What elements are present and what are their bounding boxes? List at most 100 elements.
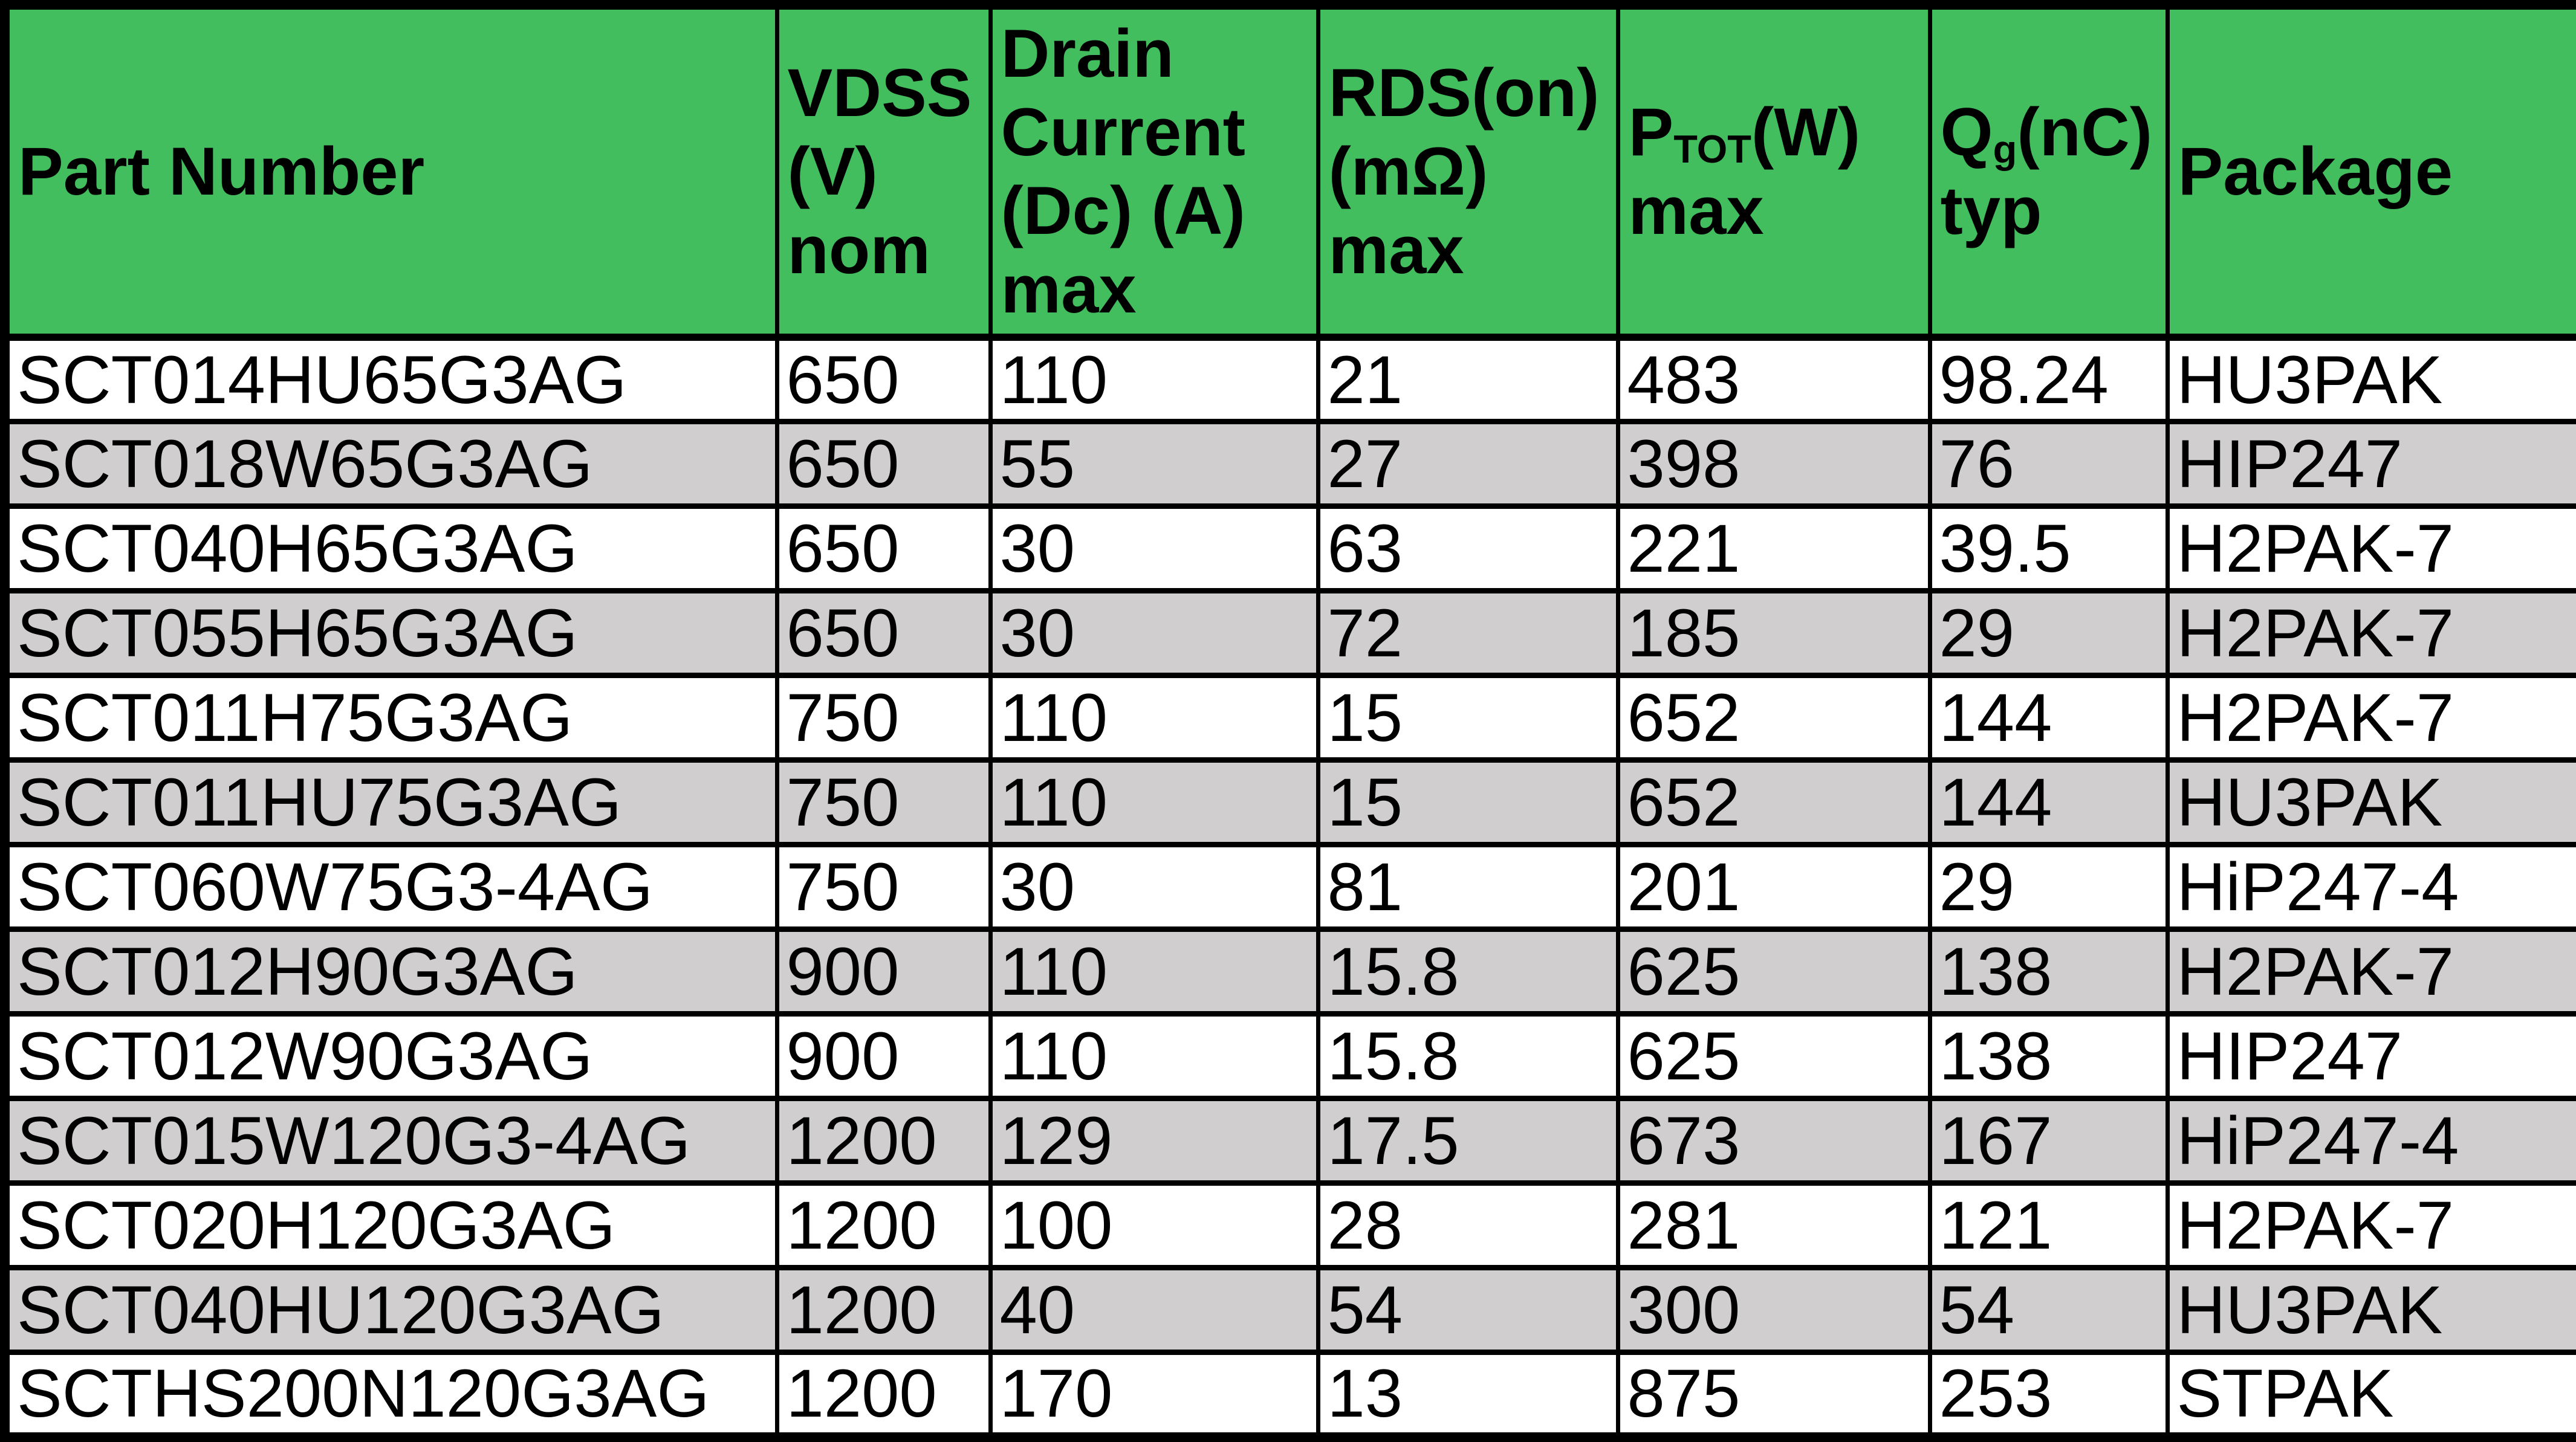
header-text: (mΩ) <box>1328 133 1488 209</box>
table-row: SCT055H65G3AG 650 30 72 185 29 H2PAK-7 <box>2 588 2576 679</box>
header-text: (V) <box>787 133 878 209</box>
table-row: SCT015W120G3-4AG 1200 129 17.5 673 167 HiP247-… <box>2 1096 2576 1186</box>
part-number-cell: SCT012H90G3AG <box>2 926 779 1017</box>
column-header-package: Package <box>2165 2 2576 341</box>
table-cell: HU3PAK <box>2165 757 2576 848</box>
table-cell: 625 <box>1615 926 1932 1017</box>
table-cell: 110 <box>988 757 1320 848</box>
column-header-drain-current: Drain Current (Dc) (A) max <box>988 2 1320 341</box>
table-cell: 110 <box>988 673 1320 763</box>
table-cell: H2PAK-7 <box>2165 588 2576 679</box>
table-row: SCT014HU65G3AG 650 110 21 483 98.24 HU3PAK <box>2 334 2576 425</box>
part-number-cell: SCT018W65G3AG <box>2 419 779 509</box>
table-cell: 625 <box>1615 1011 1932 1102</box>
table-cell: 1200 <box>774 1265 993 1356</box>
table-cell: 185 <box>1615 588 1932 679</box>
table-cell: 750 <box>774 757 993 848</box>
header-text: RDS(on) <box>1328 54 1600 131</box>
table-cell: HU3PAK <box>2165 1265 2576 1356</box>
table-cell: 138 <box>1927 1011 2170 1102</box>
table-cell: 40 <box>988 1265 1320 1356</box>
table-cell: 750 <box>774 673 993 763</box>
table-cell: 29 <box>1927 588 2170 679</box>
part-number-cell: SCT012W90G3AG <box>2 1011 779 1102</box>
column-header-ptot: PTOT(W) max <box>1615 2 1932 341</box>
table-row: SCTHS200N120G3AG 1200 170 13 875 253 STPAK <box>2 1350 2576 1440</box>
table-cell: H2PAK-7 <box>2165 926 2576 1017</box>
table-cell: 15 <box>1316 757 1620 848</box>
table-cell: 138 <box>1927 926 2170 1017</box>
table-cell: 221 <box>1615 503 1932 594</box>
table-cell: 17.5 <box>1316 1096 1620 1186</box>
table-cell: H2PAK-7 <box>2165 673 2576 763</box>
part-number-cell: SCT020H120G3AG <box>2 1180 779 1271</box>
header-symbol: Q <box>1940 94 1993 170</box>
table-cell: 144 <box>1927 673 2170 763</box>
table-cell: 39.5 <box>1927 503 2170 594</box>
table-cell: 28 <box>1316 1180 1620 1271</box>
table-cell: STPAK <box>2165 1350 2576 1440</box>
table-cell: 54 <box>1927 1265 2170 1356</box>
part-number-cell: SCT015W120G3-4AG <box>2 1096 779 1186</box>
table-row: SCT018W65G3AG 650 55 27 398 76 HIP247 <box>2 419 2576 509</box>
table-cell: HiP247-4 <box>2165 1096 2576 1186</box>
table-cell: 121 <box>1927 1180 2170 1271</box>
table-cell: 1200 <box>774 1180 993 1271</box>
header-text: nom <box>787 212 930 288</box>
header-subscript: TOT <box>1673 126 1751 171</box>
table-cell: 29 <box>1927 842 2170 933</box>
table-cell: 63 <box>1316 503 1620 594</box>
table-cell: 76 <box>1927 419 2170 509</box>
table-cell: 98.24 <box>1927 334 2170 425</box>
part-number-cell: SCT040H65G3AG <box>2 503 779 594</box>
part-number-cell: SCT060W75G3-4AG <box>2 842 779 933</box>
header-text: Drain <box>1001 16 1174 91</box>
table-row: SCT040H65G3AG 650 30 63 221 39.5 H2PAK-7 <box>2 503 2576 594</box>
column-header-vdss: VDSS (V) nom <box>774 2 993 341</box>
part-number-cell: SCT040HU120G3AG <box>2 1265 779 1356</box>
part-number-cell: SCT055H65G3AG <box>2 588 779 679</box>
table-cell: 652 <box>1615 673 1932 763</box>
table-cell: H2PAK-7 <box>2165 503 2576 594</box>
table-row: SCT060W75G3-4AG 750 30 81 201 29 HiP247-4 <box>2 842 2576 933</box>
table-cell: HIP247 <box>2165 1011 2576 1102</box>
header-text: Qg(nC) <box>1941 93 2157 172</box>
table-cell: 30 <box>988 842 1320 933</box>
table-cell: 650 <box>774 588 993 679</box>
table-cell: HiP247-4 <box>2165 842 2576 933</box>
header-text: max <box>1628 172 1764 248</box>
table-cell: 81 <box>1316 842 1620 933</box>
table-cell: 110 <box>988 926 1320 1017</box>
table-cell: 54 <box>1316 1265 1620 1356</box>
table-row: SCT040HU120G3AG 1200 40 54 300 54 HU3PAK <box>2 1265 2576 1356</box>
column-header-part-number: Part Number <box>2 2 779 341</box>
header-unit: (nC) <box>2017 94 2153 170</box>
table-cell: HU3PAK <box>2165 334 2576 425</box>
table-cell: 144 <box>1927 757 2170 848</box>
header-subscript: g <box>1993 126 2017 171</box>
table-cell: 55 <box>988 419 1320 509</box>
table-body: SCT014HU65G3AG 650 110 21 483 98.24 HU3PAK SCT0… <box>2 334 2576 1440</box>
table-row: SCT012W90G3AG 900 110 15.8 625 138 HIP247 <box>2 1011 2576 1102</box>
header-text: Part Number <box>18 133 425 209</box>
header-text: (Dc) (A) <box>1001 172 1245 248</box>
table-row: SCT012H90G3AG 900 110 15.8 625 138 H2PAK-7 <box>2 926 2576 1017</box>
table-cell: 129 <box>988 1096 1320 1186</box>
column-header-qg: Qg(nC) typ <box>1927 2 2170 341</box>
table-cell: 750 <box>774 842 993 933</box>
part-number-cell: SCT011HU75G3AG <box>2 757 779 848</box>
table-cell: 1200 <box>774 1350 993 1440</box>
table-cell: 398 <box>1615 419 1932 509</box>
table-cell: 167 <box>1927 1096 2170 1186</box>
table-cell: 281 <box>1615 1180 1932 1271</box>
table-cell: 15.8 <box>1316 926 1620 1017</box>
column-header-rds-on: RDS(on) (mΩ) max <box>1316 2 1620 341</box>
table-cell: 21 <box>1316 334 1620 425</box>
header-symbol: P <box>1628 94 1674 170</box>
header-text: Current <box>1001 94 1245 170</box>
table-cell: H2PAK-7 <box>2165 1180 2576 1271</box>
header-text: Package <box>2178 133 2453 209</box>
header-text: max <box>1001 251 1137 327</box>
table-cell: 900 <box>774 926 993 1017</box>
